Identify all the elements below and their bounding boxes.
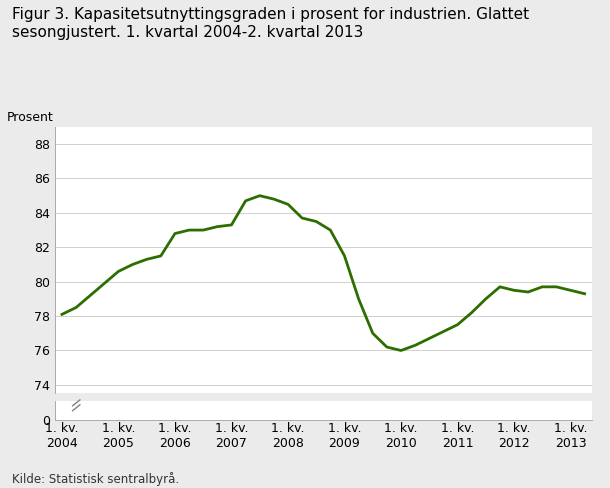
Text: Prosent: Prosent [7,111,53,124]
Text: Kilde: Statistisk sentralbyrå.: Kilde: Statistisk sentralbyrå. [12,471,179,486]
Text: Figur 3. Kapasitetsutnyttingsgraden i prosent for industrien. Glattet
sesongjust: Figur 3. Kapasitetsutnyttingsgraden i pr… [12,7,529,40]
